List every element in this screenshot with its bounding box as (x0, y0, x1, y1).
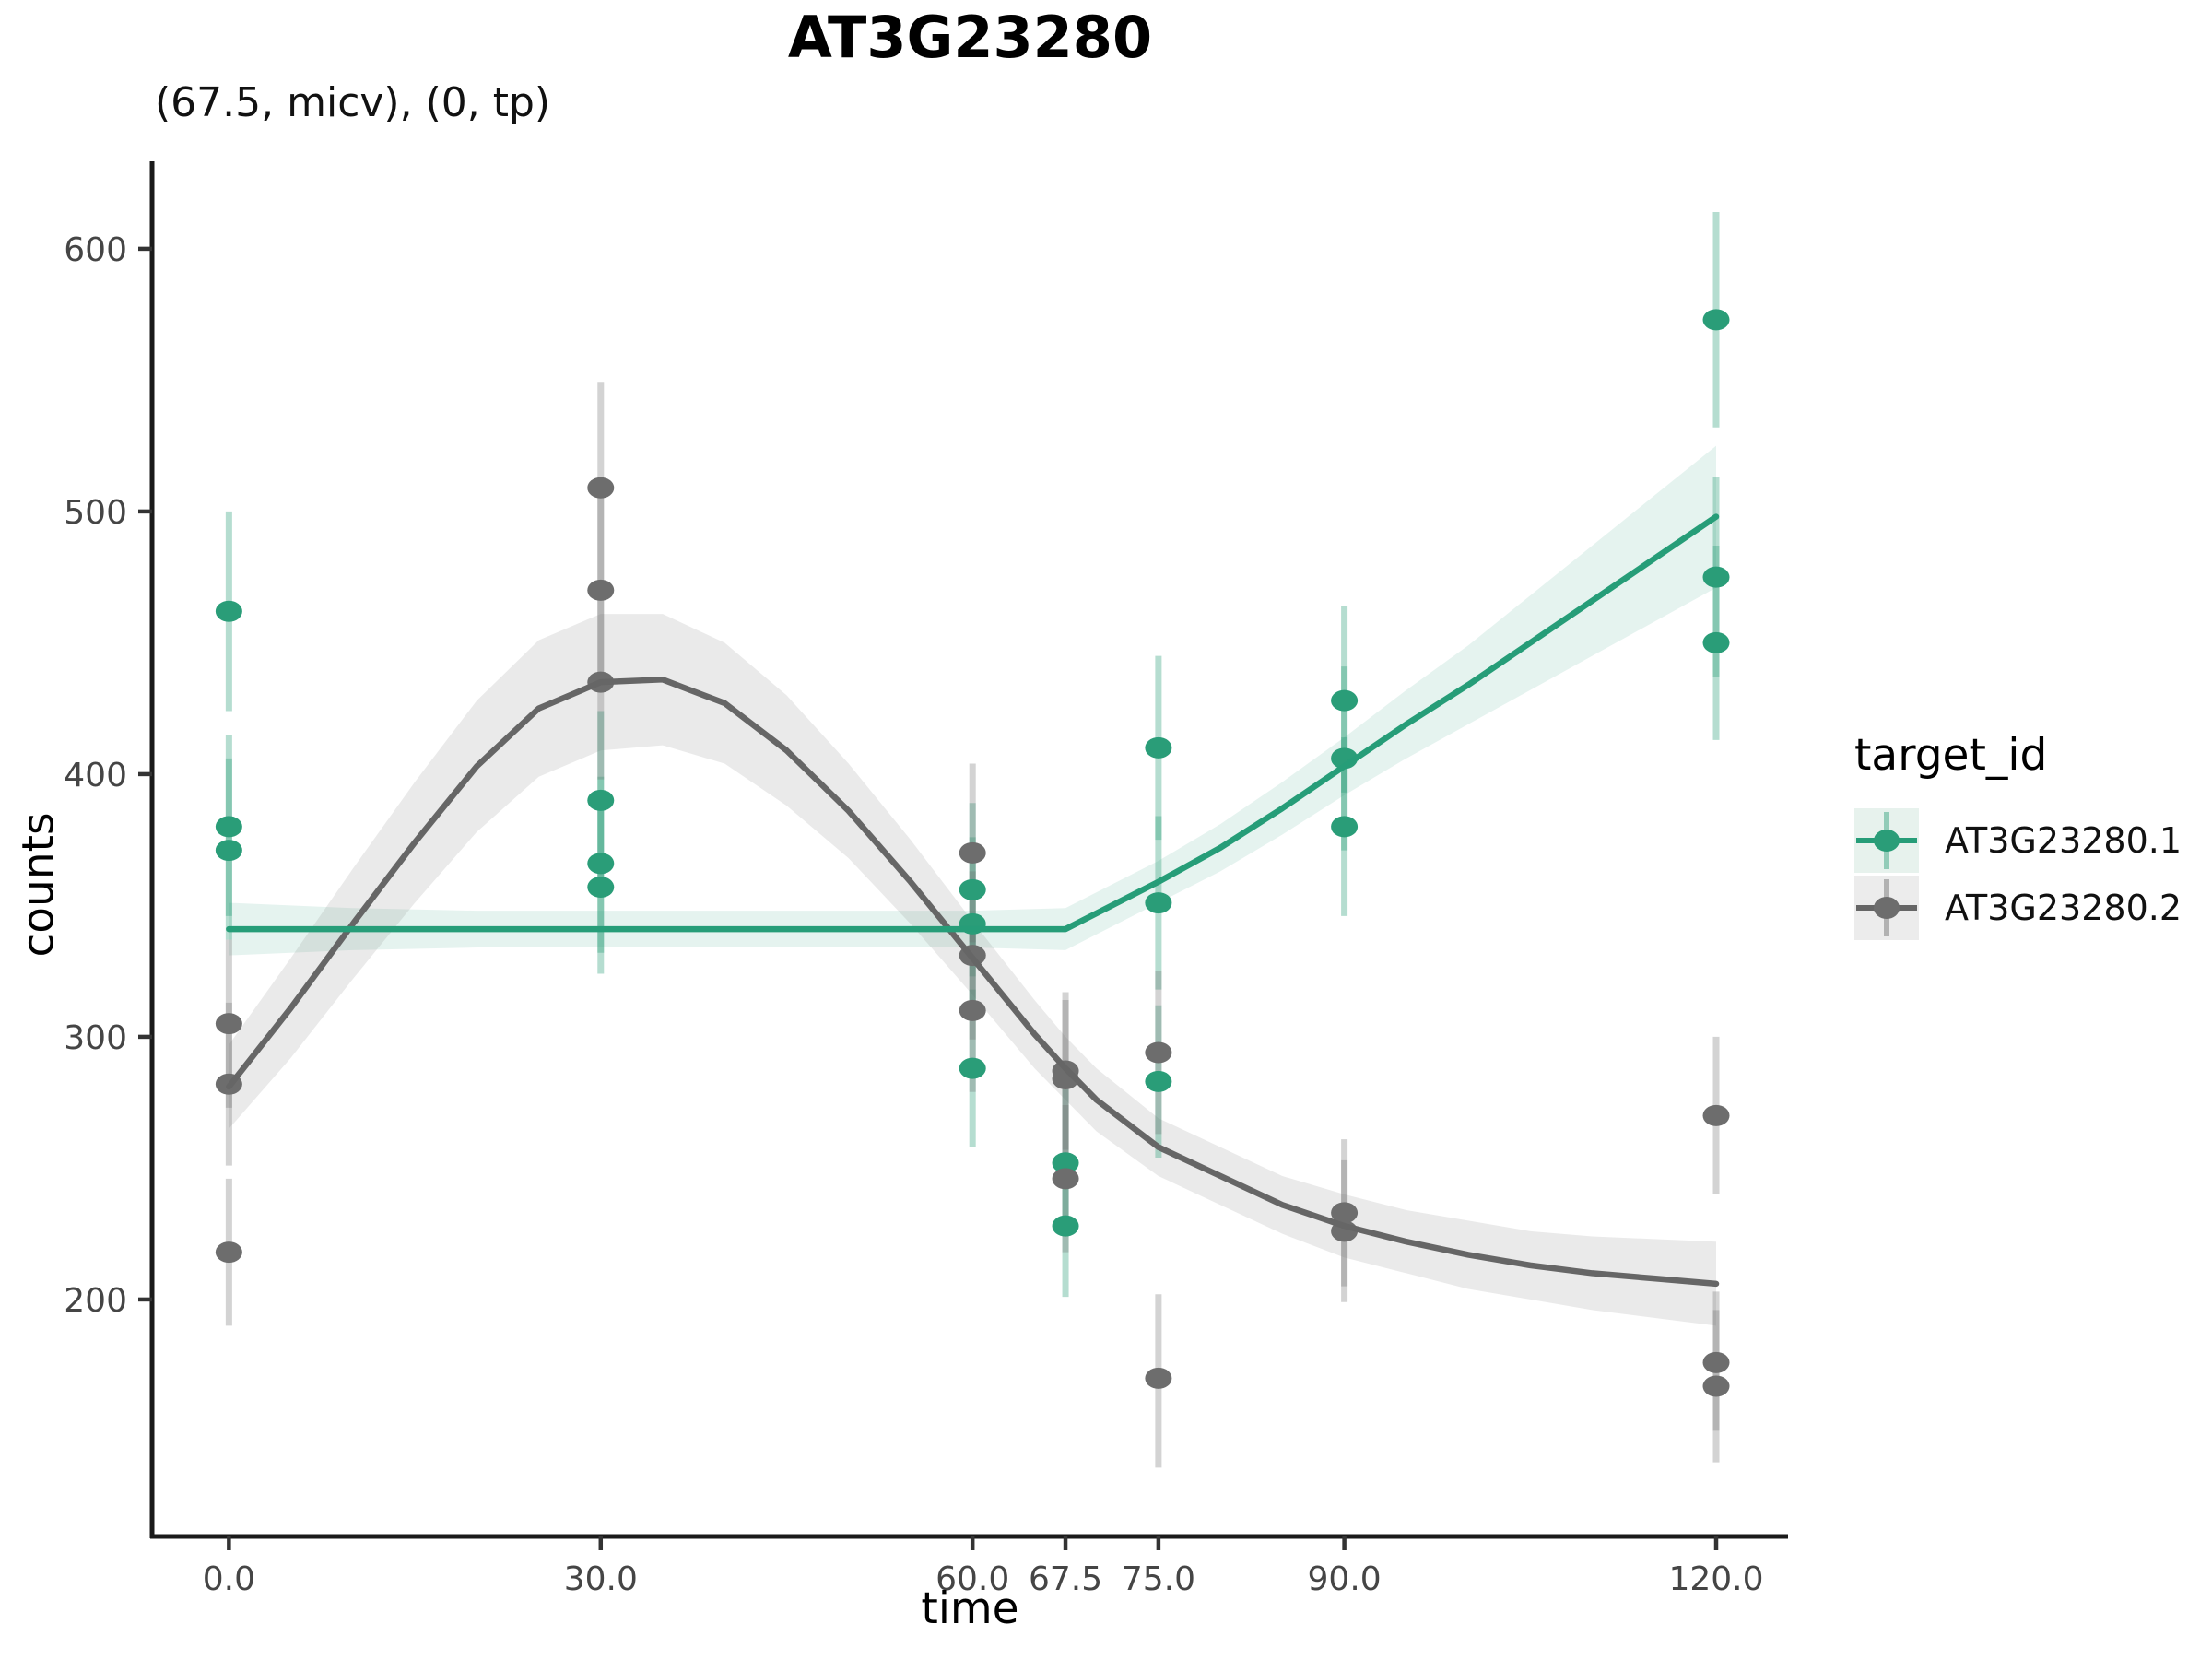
y-tick-label: 300 (64, 1019, 127, 1057)
data-point-AT3G23280.2 (959, 841, 986, 864)
legend-entry-series-1: AT3G23280.1 (1854, 808, 2182, 873)
x-tick-label: 30.0 (564, 1560, 638, 1598)
legend-entry-series-2: AT3G23280.2 (1854, 876, 2182, 940)
legend-key-pointrange-icon (1854, 808, 1919, 873)
data-point-AT3G23280.1 (1145, 736, 1172, 759)
data-point-AT3G23280.2 (1052, 1168, 1079, 1190)
confidence-band-AT3G23280.1 (229, 445, 1717, 956)
data-point-AT3G23280.1 (1331, 689, 1359, 712)
data-point-AT3G23280.1 (1145, 1070, 1172, 1092)
data-point-AT3G23280.1 (1052, 1152, 1079, 1174)
confidence-band-AT3G23280.2 (229, 614, 1717, 1326)
data-point-AT3G23280.2 (215, 1013, 242, 1035)
data-point-AT3G23280.2 (959, 999, 986, 1021)
data-point-AT3G23280.1 (215, 840, 242, 862)
data-point-AT3G23280.1 (1052, 1215, 1079, 1237)
data-point-AT3G23280.2 (1145, 1041, 1172, 1064)
data-point-AT3G23280.1 (1702, 566, 1730, 588)
y-tick-label: 400 (64, 757, 127, 794)
data-point-AT3G23280.2 (1702, 1351, 1730, 1373)
y-tick-label: 600 (64, 231, 127, 269)
data-point-AT3G23280.1 (587, 789, 615, 811)
data-point-AT3G23280.1 (959, 878, 986, 900)
y-tick-label: 200 (64, 1282, 127, 1320)
data-point-AT3G23280.2 (587, 477, 615, 499)
data-point-AT3G23280.1 (1702, 631, 1730, 653)
x-tick-label: 120.0 (1668, 1560, 1763, 1598)
x-tick-label: 60.0 (935, 1560, 1009, 1598)
legend: target_id AT3G23280.1 AT3G23280.2 (1854, 730, 2182, 943)
data-point-AT3G23280.1 (1702, 309, 1730, 331)
data-point-AT3G23280.1 (959, 1057, 986, 1079)
data-point-AT3G23280.2 (1702, 1375, 1730, 1397)
data-point-AT3G23280.2 (587, 579, 615, 601)
y-axis-title: counts (13, 812, 65, 958)
data-point-AT3G23280.2 (1145, 1367, 1172, 1389)
data-point-AT3G23280.1 (587, 876, 615, 898)
x-axis-title: time (921, 1583, 1019, 1634)
data-point-AT3G23280.1 (215, 816, 242, 838)
legend-label-series-1: AT3G23280.1 (1945, 820, 2183, 861)
data-point-AT3G23280.1 (215, 600, 242, 622)
legend-label-series-2: AT3G23280.2 (1945, 888, 2183, 928)
x-tick-label: 90.0 (1308, 1560, 1382, 1598)
chart-title: AT3G23280 (787, 4, 1153, 71)
trend-line-AT3G23280.1 (226, 513, 1720, 933)
legend-key-pointrange-icon (1854, 876, 1919, 940)
data-point-AT3G23280.2 (1702, 1104, 1730, 1126)
trend-line-AT3G23280.2 (226, 677, 1720, 1288)
data-point-AT3G23280.2 (1331, 1202, 1359, 1224)
data-point-AT3G23280.1 (587, 853, 615, 875)
x-tick-label: 67.5 (1029, 1560, 1102, 1598)
legend-title: target_id (1854, 730, 2048, 781)
data-point-AT3G23280.2 (215, 1241, 242, 1264)
chart-subtitle: (67.5, micv), (0, tp) (155, 79, 551, 126)
y-tick-label: 500 (64, 494, 127, 532)
x-tick-label: 75.0 (1122, 1560, 1195, 1598)
x-tick-label: 0.0 (203, 1560, 255, 1598)
data-point-AT3G23280.1 (1145, 892, 1172, 914)
data-point-AT3G23280.1 (1331, 816, 1359, 838)
